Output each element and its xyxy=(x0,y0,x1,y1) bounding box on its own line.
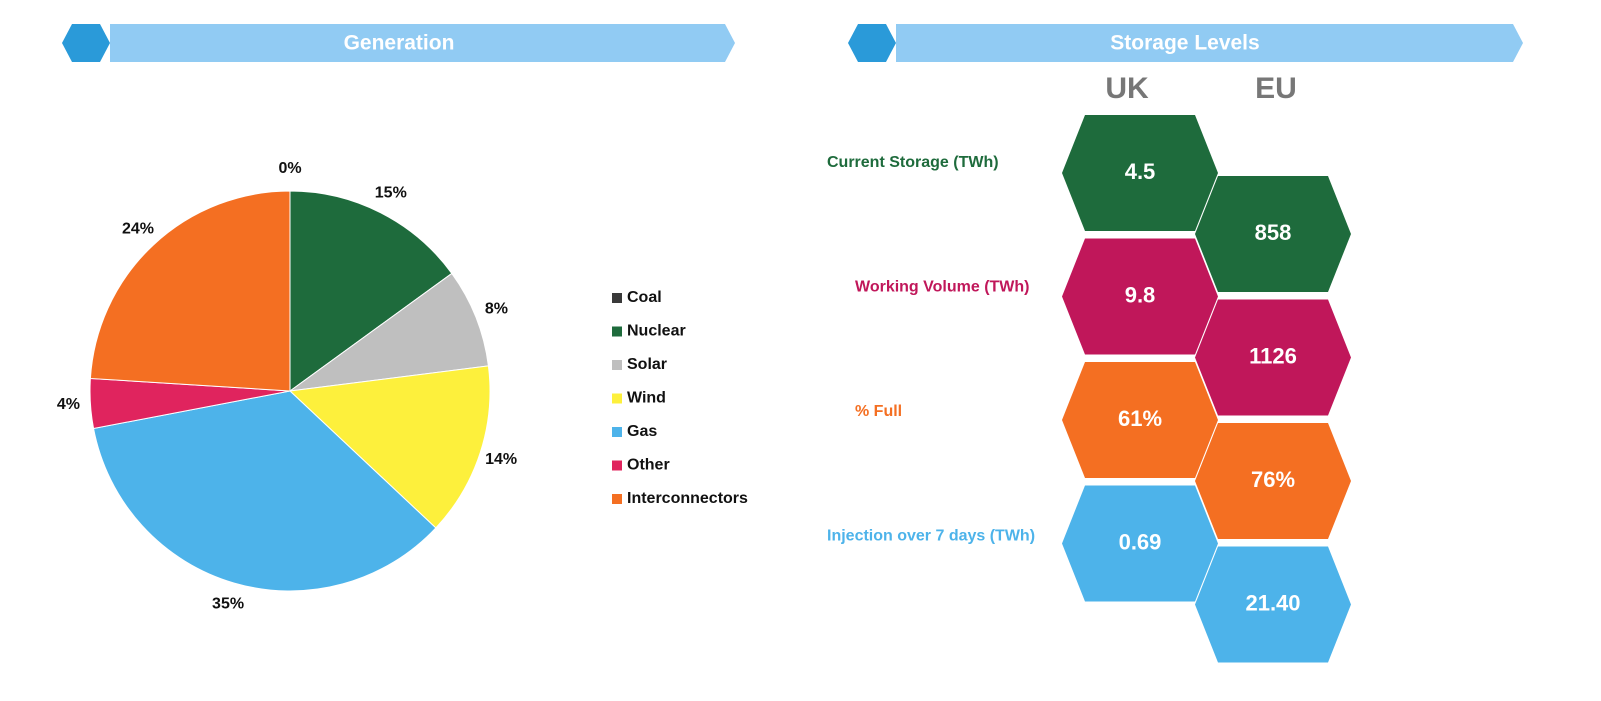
pie-slice xyxy=(92,390,437,592)
column-header: UK xyxy=(1105,72,1149,105)
hexagon xyxy=(1062,115,1218,231)
panel-title: Generation xyxy=(344,32,455,55)
legend-swatch xyxy=(612,494,622,504)
legend-label: Wind xyxy=(627,390,666,407)
legend-swatch xyxy=(612,460,622,471)
pie-slice xyxy=(289,272,489,392)
legend-swatch xyxy=(612,393,622,404)
data-label: 24% xyxy=(122,220,154,237)
storage-value: 21.40 xyxy=(1245,590,1300,615)
hexagon xyxy=(1195,423,1351,539)
hexagon xyxy=(1062,485,1218,602)
row-label: Injection over 7 days (TWh) xyxy=(827,528,1035,545)
header-ribbon xyxy=(896,24,1523,62)
row-label: Current Storage (TWh) xyxy=(827,154,999,171)
pie-slice xyxy=(89,190,291,392)
storage-value: 61% xyxy=(1118,406,1162,431)
data-label: 15% xyxy=(375,184,407,201)
storage-value: 76% xyxy=(1251,467,1295,492)
storage-value: 4.5 xyxy=(1125,159,1156,184)
legend-swatch xyxy=(612,427,622,437)
legend-label: Gas xyxy=(627,423,657,440)
legend-label: Interconnectors xyxy=(627,490,748,507)
storage-value: 9.8 xyxy=(1125,282,1156,307)
data-label: 8% xyxy=(485,300,508,317)
header-ribbon xyxy=(110,24,735,62)
legend-swatch xyxy=(612,326,622,337)
row-label: Working Volume (TWh) xyxy=(855,279,1030,296)
header-cap xyxy=(62,24,110,62)
data-label: 0% xyxy=(278,160,301,177)
data-label: 4% xyxy=(57,396,80,413)
hexagon xyxy=(1195,546,1351,663)
data-label: 35% xyxy=(212,595,244,612)
row-label: % Full xyxy=(855,403,902,420)
hexagon xyxy=(1062,238,1218,355)
legend-label: Nuclear xyxy=(627,323,686,340)
legend-swatch xyxy=(612,293,622,303)
data-label: 14% xyxy=(485,451,517,468)
legend-label: Coal xyxy=(627,289,662,306)
column-header: EU xyxy=(1255,72,1297,105)
storage-value: 0.69 xyxy=(1119,529,1162,554)
pie-slice xyxy=(288,365,491,529)
legend-label: Other xyxy=(627,457,670,474)
storage-value: 858 xyxy=(1255,220,1292,245)
legend-swatch xyxy=(612,360,622,370)
header-cap xyxy=(848,24,896,62)
hexagon xyxy=(1195,299,1351,416)
hexagon xyxy=(1062,362,1218,478)
panel-title: Storage Levels xyxy=(1110,32,1259,55)
legend-label: Solar xyxy=(627,356,667,373)
storage-value: 1126 xyxy=(1249,343,1297,368)
pie-slice xyxy=(289,190,453,392)
hexagon xyxy=(1195,176,1351,292)
generation-header: Generation xyxy=(62,24,735,62)
storage-header: Storage Levels xyxy=(848,24,1523,62)
